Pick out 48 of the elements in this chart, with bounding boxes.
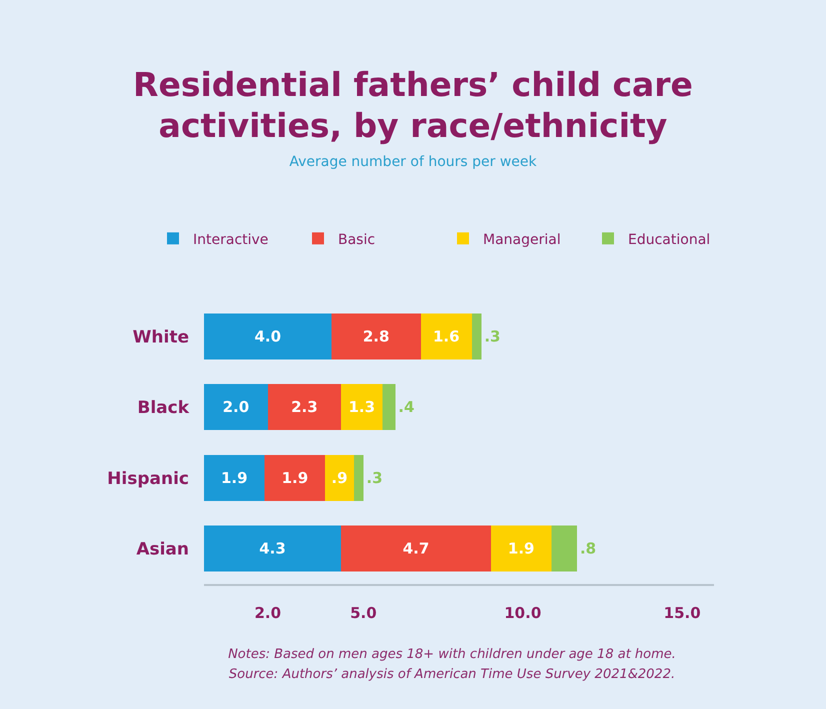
- text: Notes: Based on men ages 18+ with children under age 18 at home.: [227, 646, 677, 664]
- legend-label: Basic: [338, 232, 376, 248]
- bar: [472, 313, 482, 360]
- bar: [204, 313, 332, 360]
- x-tick-label: 2.0: [254, 604, 282, 622]
- bar: [204, 454, 265, 501]
- data-label: 2.8: [362, 327, 390, 346]
- data-label: .3: [366, 468, 383, 487]
- bar: [268, 384, 342, 430]
- data-label: .8: [580, 540, 596, 558]
- y-tick-label: White: [132, 327, 189, 348]
- legend-label: Managerial: [483, 232, 561, 248]
- bar: [420, 313, 472, 360]
- bar: [325, 454, 354, 501]
- x-tick-label: 5.0: [350, 604, 377, 622]
- source-note: Source: Authors’ analysis of American Time Use Survey 2021&2022.: [228, 666, 676, 684]
- data-label: 2.3: [291, 398, 318, 416]
- bar: [341, 384, 382, 430]
- bar: [382, 384, 396, 430]
- bar: [264, 454, 326, 501]
- bar: [341, 526, 491, 572]
- y-tick-label: Asian: [136, 540, 189, 560]
- data-label: 4.7: [402, 540, 430, 558]
- bar: [551, 526, 577, 572]
- data-label: 1.6: [432, 327, 460, 346]
- data-label: 2.0: [222, 398, 250, 416]
- data-label: .4: [398, 398, 414, 416]
- legend-label: Educational: [628, 232, 710, 248]
- chart-title: Residential fathers’ child care activities, by race/ethnicity: [132, 64, 694, 146]
- data-label: 4.0: [254, 327, 282, 346]
- data-label: .3: [484, 327, 500, 346]
- data-label: 1.9: [220, 468, 248, 487]
- y-tick-label: Black: [137, 398, 190, 418]
- y-tick-label: Hispanic: [107, 468, 189, 489]
- legend-label: Interactive: [193, 232, 268, 248]
- data-label: .9: [331, 468, 348, 487]
- data-label: 1.9: [508, 540, 534, 558]
- bar: [204, 384, 268, 430]
- data-label: 1.3: [348, 398, 376, 416]
- chart-subtitle: Average number of hours per week: [289, 154, 537, 171]
- data-label: 1.9: [282, 468, 308, 487]
- bar: [490, 526, 552, 572]
- data-label: 4.3: [259, 540, 286, 558]
- bar: [204, 526, 342, 572]
- x-tick-label: 15.0: [664, 604, 701, 622]
- bar: [332, 313, 421, 360]
- bar: [354, 454, 364, 501]
- x-tick-label: 10.0: [504, 604, 542, 622]
